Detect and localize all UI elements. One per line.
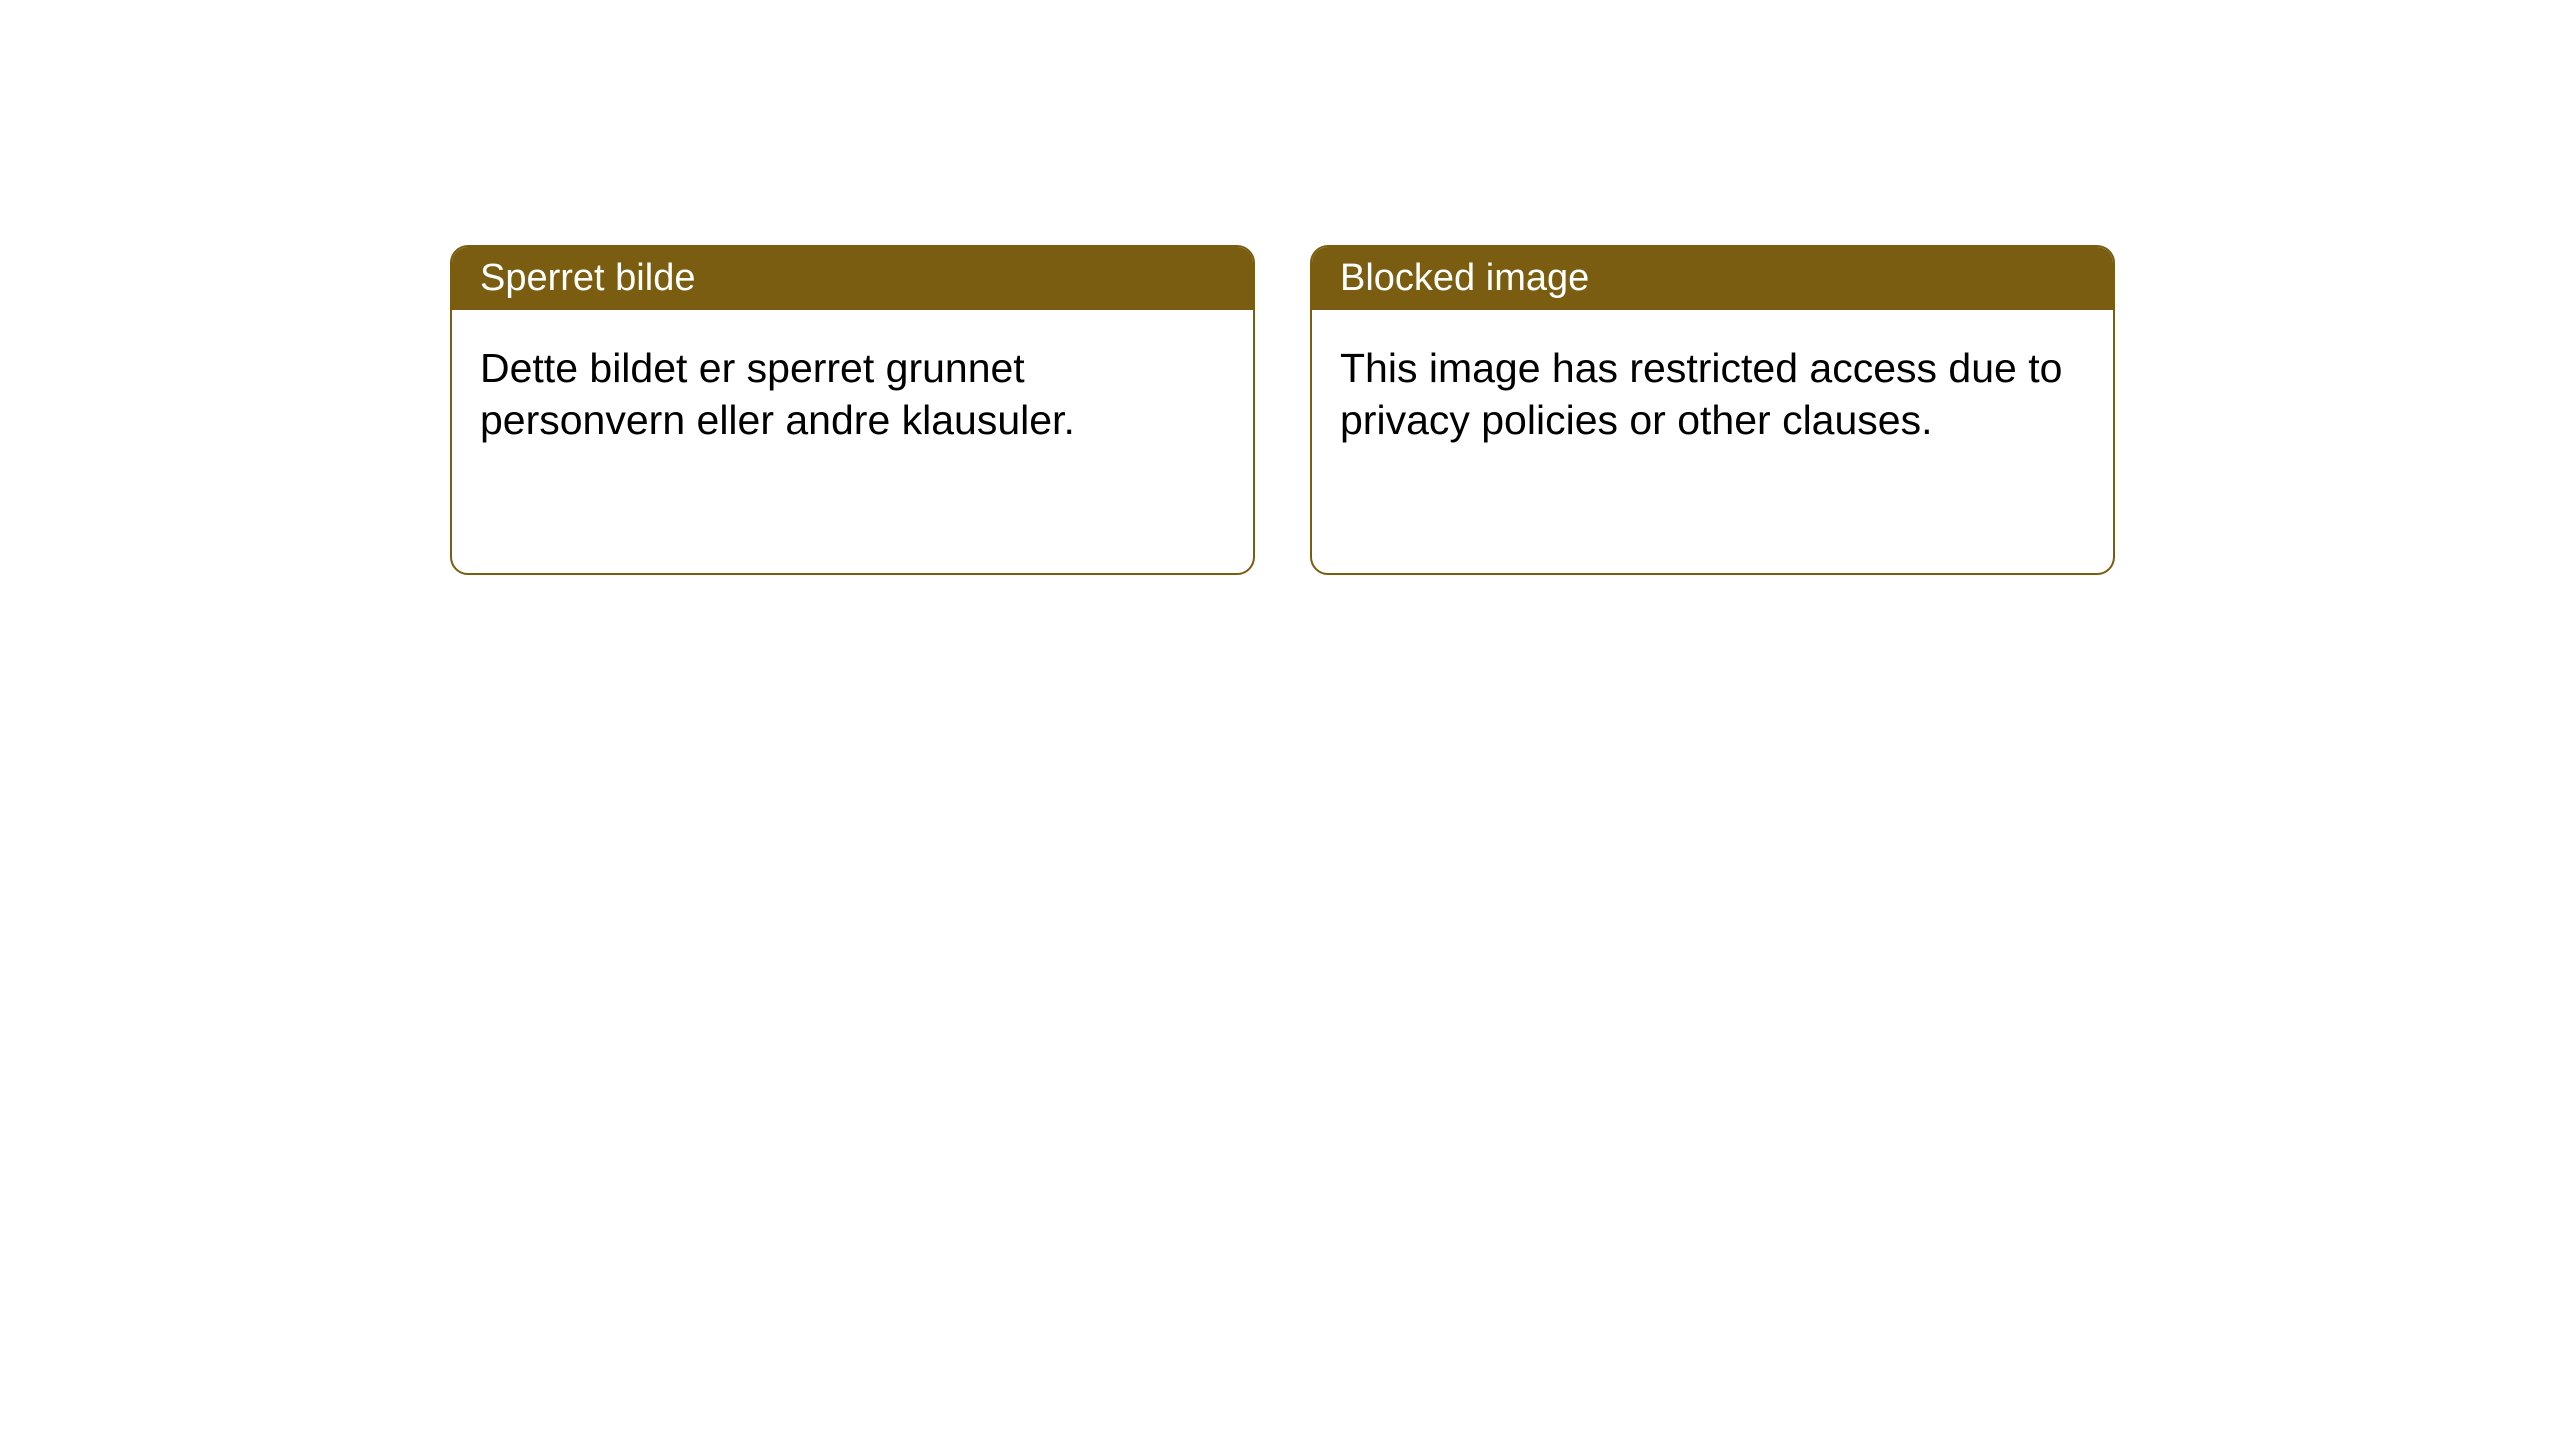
- card-english: Blocked image This image has restricted …: [1310, 245, 2115, 575]
- cards-container: Sperret bilde Dette bildet er sperret gr…: [450, 245, 2560, 575]
- card-body-text: This image has restricted access due to …: [1312, 310, 2113, 479]
- card-body-text: Dette bildet er sperret grunnet personve…: [452, 310, 1253, 479]
- card-header-title: Sperret bilde: [452, 247, 1253, 310]
- card-header-title: Blocked image: [1312, 247, 2113, 310]
- card-norwegian: Sperret bilde Dette bildet er sperret gr…: [450, 245, 1255, 575]
